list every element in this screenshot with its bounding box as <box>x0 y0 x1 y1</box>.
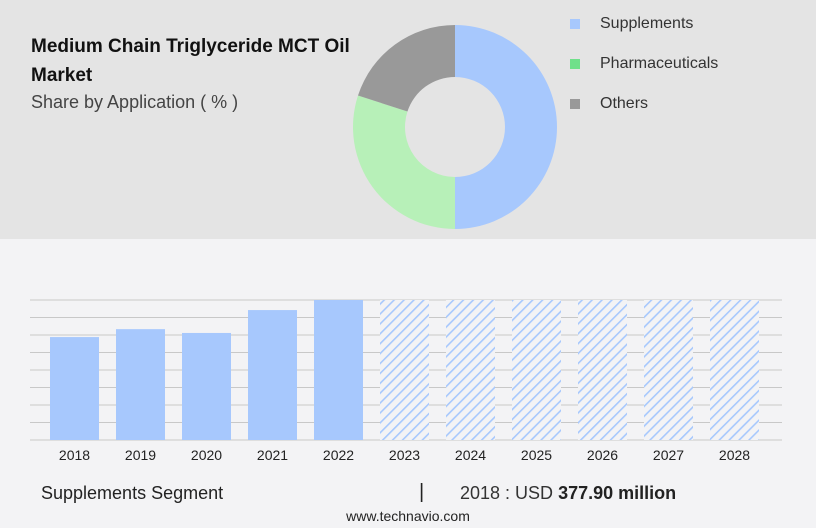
legend-swatch <box>570 99 580 109</box>
x-tick-label: 2024 <box>455 447 486 463</box>
legend-label: Supplements <box>600 15 694 32</box>
legend: Supplements Pharmaceuticals Others <box>570 4 718 124</box>
bar-series <box>50 300 759 440</box>
x-tick-label: 2025 <box>521 447 552 463</box>
bar-2020 <box>182 332 231 440</box>
bar-2019 <box>116 329 165 440</box>
legend-swatch <box>570 19 580 29</box>
legend-item-others: Others <box>570 84 718 124</box>
separator: | <box>419 481 425 503</box>
bar-2024 <box>446 300 495 440</box>
bar-2025 <box>512 300 561 440</box>
donut-slice-others <box>357 25 455 112</box>
chart-subtitle: Share by Application ( % ) <box>31 92 239 112</box>
legend-label: Others <box>600 95 649 112</box>
legend-item-supplements: Supplements <box>570 4 718 44</box>
legend-label: Pharmaceuticals <box>600 55 719 72</box>
x-tick-label: 2021 <box>257 447 288 463</box>
x-axis-labels: 2018 2019 2020 2021 2022 2023 2024 2025 2026 2027… <box>59 447 750 463</box>
x-tick-label: 2028 <box>719 447 750 463</box>
donut-slice-supplements <box>455 25 557 229</box>
legend-swatch <box>570 59 580 69</box>
x-tick-label: 2020 <box>191 447 222 463</box>
x-tick-label: 2022 <box>323 447 354 463</box>
legend-item-pharmaceuticals: Pharmaceuticals <box>570 44 718 84</box>
donut-slice-pharmaceuticals <box>353 95 455 229</box>
x-tick-label: 2019 <box>125 447 156 463</box>
value-amount: 377.90 million <box>558 483 677 503</box>
x-tick-label: 2023 <box>389 447 420 463</box>
x-tick-label: 2026 <box>587 447 618 463</box>
bar-2018 <box>50 337 99 440</box>
donut-chart <box>353 25 557 229</box>
bar-2021 <box>248 310 297 440</box>
bar-2027 <box>644 300 693 440</box>
chart-title: Medium Chain Triglyceride MCT Oil Market <box>31 36 350 86</box>
bar-2022 <box>314 300 363 440</box>
source-link[interactable]: www.technavio.com <box>346 508 470 524</box>
x-tick-label: 2027 <box>653 447 684 463</box>
segment-value: 2018 : USD 377.90 million <box>460 483 676 504</box>
bar-2023 <box>380 300 429 440</box>
bar-2026 <box>578 300 627 440</box>
x-tick-label: 2018 <box>59 447 90 463</box>
bar-2028 <box>710 300 759 440</box>
segment-label: Supplements Segment <box>41 483 224 503</box>
year-label: 2018 : USD <box>460 483 554 503</box>
